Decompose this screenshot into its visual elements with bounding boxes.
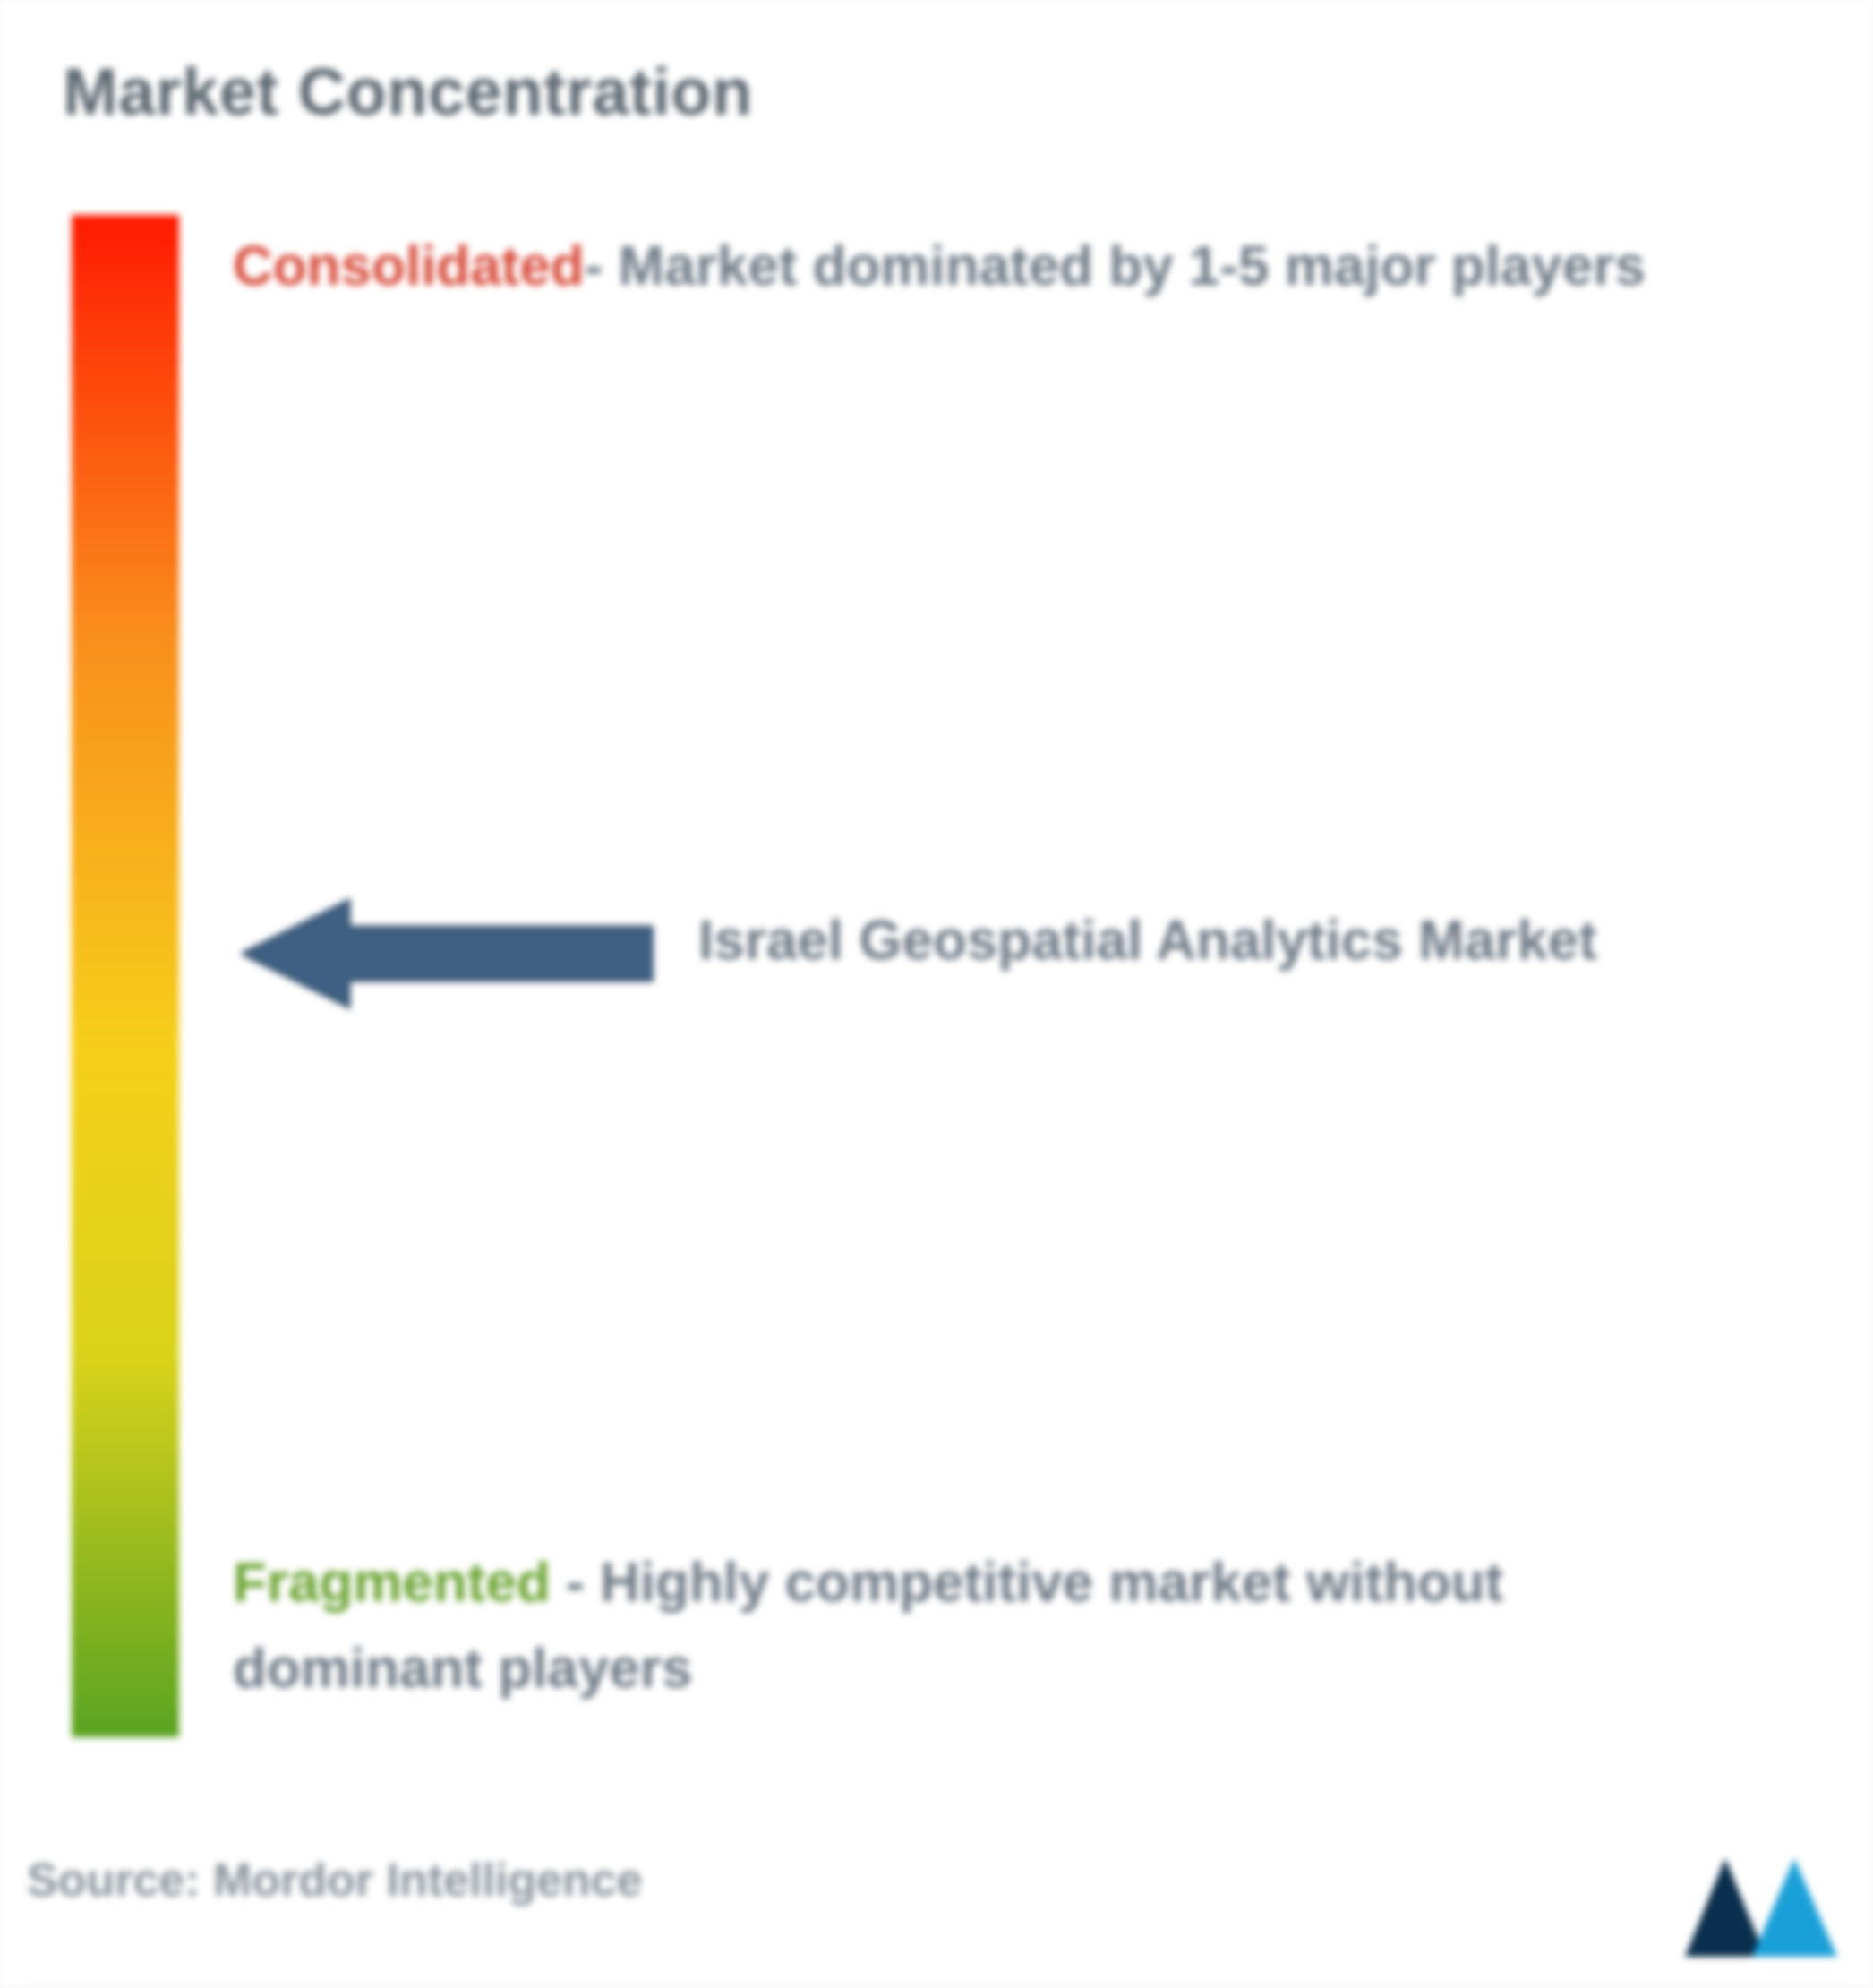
logo-left-shape	[1685, 1858, 1766, 1957]
brand-logo-icon	[1685, 1858, 1837, 1957]
source-attribution: Source: Mordor Intelligence	[27, 1854, 643, 1907]
chart-title: Market Concentration	[63, 54, 753, 130]
pointer-market-label: Israel Geospatial Analytics Market	[698, 909, 1826, 973]
consolidated-key: Consolidated	[233, 236, 585, 297]
arrow-shape	[242, 900, 654, 1007]
concentration-gradient-bar	[72, 215, 179, 1737]
logo-right-shape	[1752, 1858, 1837, 1957]
fragmented-key: Fragmented	[233, 1552, 551, 1614]
pointer-arrow	[242, 895, 654, 1012]
consolidated-desc: - Market dominated by 1-5 major players	[585, 236, 1646, 297]
fragmented-label-block: Fragmented - Highly competitive market w…	[233, 1540, 1755, 1712]
consolidated-label-block: Consolidated- Market dominated by 1-5 ma…	[233, 224, 1755, 310]
infographic-card: Market Concentration Consolidated- Marke…	[0, 0, 1873, 1988]
